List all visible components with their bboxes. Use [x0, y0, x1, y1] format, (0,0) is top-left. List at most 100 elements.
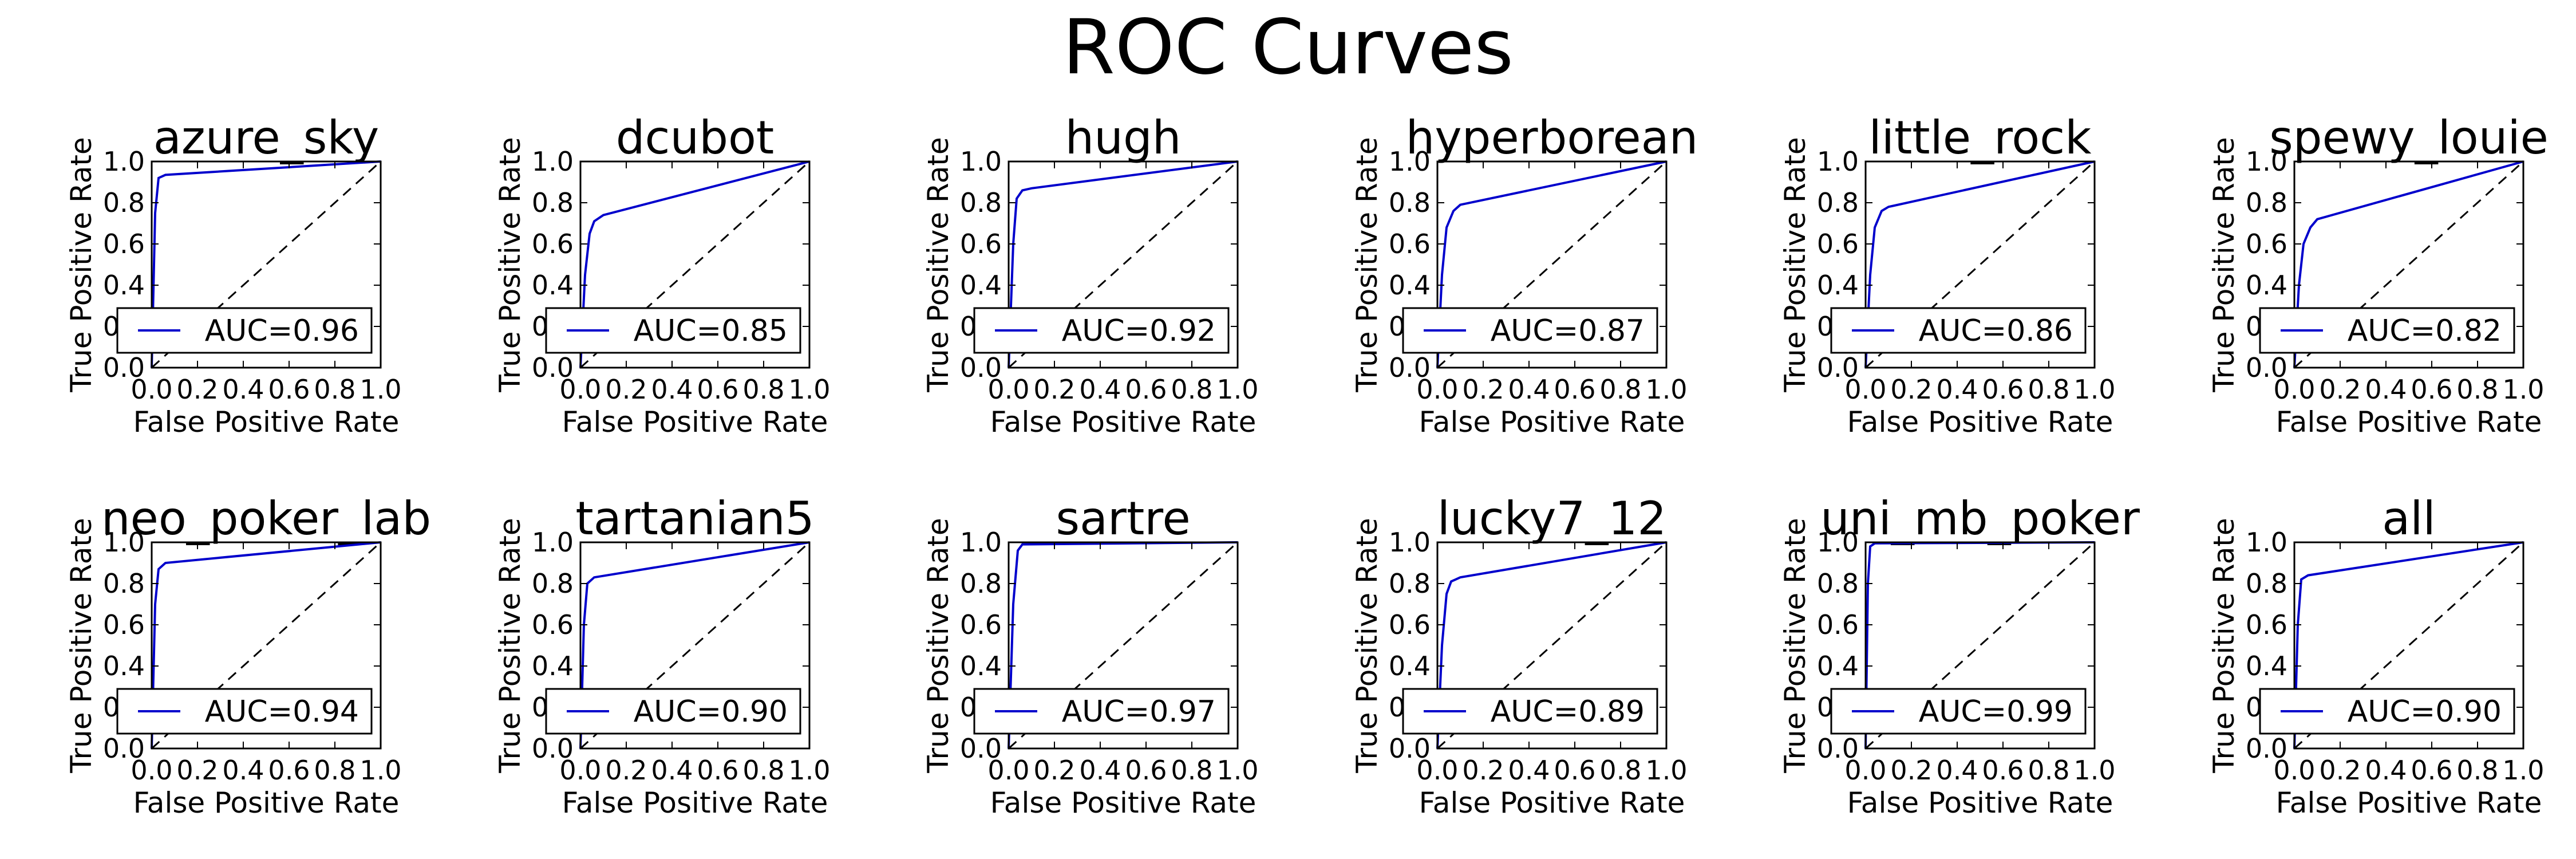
roc-subplot-all: all0.00.00.20.20.40.40.60.60.80.81.01.0F…	[2207, 492, 2545, 819]
x-tick-label: 0.0	[1416, 755, 1458, 786]
x-tick-label: 0.6	[268, 755, 310, 786]
x-tick-label: 0.0	[1416, 374, 1458, 405]
y-tick-label: 0.4	[532, 270, 574, 301]
plot-frame	[2293, 541, 2524, 750]
roc-curve-line	[1436, 541, 1667, 749]
y-tick-label: 0.8	[2246, 187, 2287, 218]
x-tick-label: 0.4	[1079, 755, 1121, 786]
roc-curve-line	[1864, 160, 2095, 368]
y-tick-label: 0.0	[2246, 352, 2287, 383]
x-tick-label: 0.2	[176, 374, 218, 405]
x-tick-label: 0.8	[1599, 374, 1641, 405]
y-tick-label: 0.6	[2246, 609, 2287, 640]
x-tick-label: 0.4	[1508, 755, 1550, 786]
x-tick-label: 0.0	[1844, 755, 1886, 786]
y-axis-label: True Positive Rate	[922, 518, 955, 773]
y-tick-label: 0.8	[1817, 187, 1859, 218]
y-axis-label: True Positive Rate	[493, 518, 527, 773]
y-tick-label: 1.0	[2246, 527, 2287, 558]
y-tick-label: 0.4	[532, 651, 574, 681]
x-axis-label: False Positive Rate	[1419, 786, 1685, 819]
y-tick-label: 0.4	[960, 270, 1002, 301]
roc-subplot-azure-sky: azure_sky0.00.00.20.20.40.40.60.60.80.81…	[65, 111, 402, 439]
x-tick-label: 0.4	[1079, 374, 1121, 405]
legend-box	[116, 307, 373, 354]
x-tick-label: 0.8	[2456, 374, 2498, 405]
x-tick-label: 0.4	[1508, 374, 1550, 405]
x-tick-label: 0.2	[2319, 755, 2361, 786]
x-tick-label: 0.8	[1171, 374, 1212, 405]
x-axis-label: False Positive Rate	[1419, 405, 1685, 439]
y-tick-label: 0.8	[960, 568, 1002, 599]
y-tick-label: 0.8	[960, 187, 1002, 218]
plot-frame	[151, 160, 382, 369]
subplot-title: spewy_louie	[2269, 111, 2549, 164]
y-tick-label: 0.8	[532, 187, 574, 218]
x-tick-label: 0.0	[1844, 374, 1886, 405]
y-tick-label: 0.8	[103, 568, 145, 599]
y-tick-label: 0.0	[103, 733, 145, 764]
x-tick-label: 1.0	[1216, 374, 1258, 405]
x-axis-label: False Positive Rate	[990, 405, 1257, 439]
y-tick-label: 0.8	[1389, 187, 1431, 218]
x-tick-label: 0.4	[651, 755, 693, 786]
roc-curve-line	[1008, 541, 1238, 749]
x-tick-label: 0.4	[2365, 374, 2407, 405]
x-axis-label: False Positive Rate	[2276, 786, 2542, 819]
y-tick-label: 0.0	[1389, 733, 1431, 764]
y-axis-label: True Positive Rate	[65, 137, 98, 392]
roc-subplot-neo-poker-lab: neo_poker_lab0.00.00.20.20.40.40.60.60.8…	[65, 492, 431, 819]
y-tick-label: 0.4	[1817, 651, 1859, 681]
x-tick-label: 0.4	[2365, 755, 2407, 786]
legend-label: AUC=0.94	[205, 695, 359, 729]
y-axis-label: True Positive Rate	[1779, 518, 1812, 773]
legend-label: AUC=0.99	[1919, 695, 2073, 729]
y-tick-label: 1.0	[960, 527, 1002, 558]
x-tick-label: 0.6	[1554, 374, 1595, 405]
y-axis-label: True Positive Rate	[2207, 137, 2241, 392]
y-tick-label: 0.4	[2246, 651, 2287, 681]
x-tick-label: 0.8	[314, 755, 355, 786]
plot-frame	[2293, 160, 2524, 369]
y-tick-label: 0.6	[103, 609, 145, 640]
roc-curve-line	[151, 541, 381, 749]
y-tick-label: 0.6	[532, 609, 574, 640]
plot-frame	[579, 160, 811, 369]
y-tick-label: 0.4	[1817, 270, 1859, 301]
y-tick-label: 0.4	[1389, 270, 1431, 301]
x-tick-label: 0.0	[131, 755, 172, 786]
y-tick-label: 1.0	[1817, 146, 1859, 177]
legend-box	[973, 307, 1230, 354]
roc-subplot-spewy-louie: spewy_louie0.00.00.20.20.40.40.60.60.80.…	[2207, 111, 2549, 439]
y-tick-label: 1.0	[1817, 527, 1859, 558]
roc-subplot-uni-mb-poker: uni_mb_poker0.00.00.20.20.40.40.60.60.80…	[1779, 492, 2140, 819]
x-tick-label: 0.8	[2028, 374, 2069, 405]
x-tick-label: 0.2	[176, 755, 218, 786]
plot-frame	[1864, 160, 2096, 369]
x-tick-label: 0.0	[2273, 755, 2315, 786]
x-tick-label: 1.0	[2073, 755, 2115, 786]
roc-subplot-little-rock: little_rock0.00.00.20.20.40.40.60.60.80.…	[1779, 111, 2116, 439]
x-tick-label: 0.2	[1890, 374, 1932, 405]
subplot-title: hyperborean	[1406, 111, 1698, 164]
y-tick-label: 0.6	[1817, 228, 1859, 259]
roc-curve-line	[151, 160, 381, 368]
y-axis-label: True Positive Rate	[1350, 518, 1384, 773]
y-axis-label: True Positive Rate	[922, 137, 955, 392]
x-axis-label: False Positive Rate	[1847, 786, 2113, 819]
legend-label: AUC=0.96	[205, 314, 359, 348]
legend-label: AUC=0.89	[1491, 695, 1645, 729]
y-tick-label: 0.0	[1817, 352, 1859, 383]
roc-subplot-hyperborean: hyperborean0.00.00.20.20.40.40.60.60.80.…	[1350, 111, 1698, 439]
x-tick-label: 1.0	[359, 755, 401, 786]
plot-frame	[1008, 541, 1239, 750]
figure-title: ROC Curves	[1062, 3, 1514, 92]
roc-curve-line	[579, 160, 810, 368]
y-tick-label: 0.6	[532, 228, 574, 259]
y-tick-label: 0.0	[532, 352, 574, 383]
x-tick-label: 0.4	[1936, 374, 1978, 405]
roc-subplot-lucky7-12: lucky7_120.00.00.20.20.40.40.60.60.80.81…	[1350, 492, 1688, 819]
plot-frame	[1008, 160, 1239, 369]
x-tick-label: 0.2	[1462, 755, 1504, 786]
x-tick-label: 0.8	[742, 374, 784, 405]
